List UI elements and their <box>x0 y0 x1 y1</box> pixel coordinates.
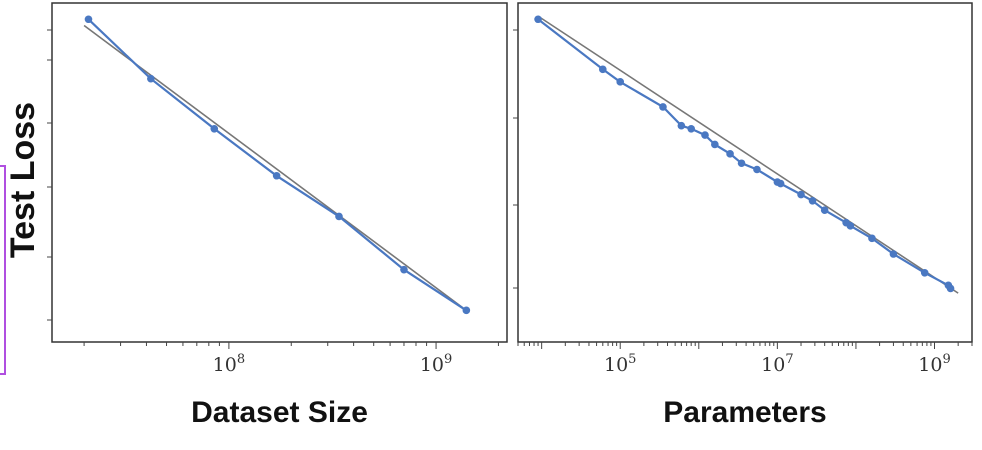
data-point <box>711 140 719 149</box>
x-tick-label: 107 <box>761 352 793 376</box>
data-point <box>846 222 855 230</box>
x-tick-label: 108 <box>213 352 245 376</box>
data-point <box>677 121 686 130</box>
data-point <box>616 78 625 86</box>
data-point <box>84 15 93 24</box>
x-tick-label: 105 <box>604 352 636 376</box>
data-point <box>400 265 408 274</box>
data-point <box>272 171 281 180</box>
data-point <box>210 125 219 133</box>
parameters-panel: 105 107 109 Parameters <box>513 2 973 429</box>
plot-frame <box>51 2 508 343</box>
x-axis-label: Parameters <box>663 396 826 429</box>
data-point <box>946 284 955 293</box>
data-point <box>598 65 607 74</box>
data-point <box>534 15 542 24</box>
dataset-size-panel: 108 109 Dataset Size <box>47 2 508 429</box>
data-point <box>776 179 785 188</box>
data-point <box>335 212 343 221</box>
x-tick-label: 109 <box>918 352 950 376</box>
data-point <box>659 103 667 111</box>
data-point <box>462 306 471 315</box>
data-point <box>868 234 876 243</box>
fit-line <box>537 15 959 294</box>
data-point <box>687 125 695 133</box>
data-point <box>797 190 805 199</box>
x-axis-label: Dataset Size <box>191 396 368 429</box>
selection-bracket <box>0 165 6 375</box>
series-line <box>87 18 467 312</box>
data-point <box>820 206 829 214</box>
data-point <box>737 159 746 168</box>
x-tick-label: 109 <box>420 352 452 376</box>
data-point <box>701 131 709 139</box>
data-point <box>889 250 898 258</box>
fit-line <box>83 24 467 311</box>
plot-frame <box>517 2 973 343</box>
y-axis-label: Test Loss <box>4 102 42 258</box>
data-point <box>920 268 929 277</box>
data-point <box>726 150 734 158</box>
data-point <box>808 197 817 205</box>
data-point <box>753 165 761 174</box>
data-point <box>147 74 155 83</box>
